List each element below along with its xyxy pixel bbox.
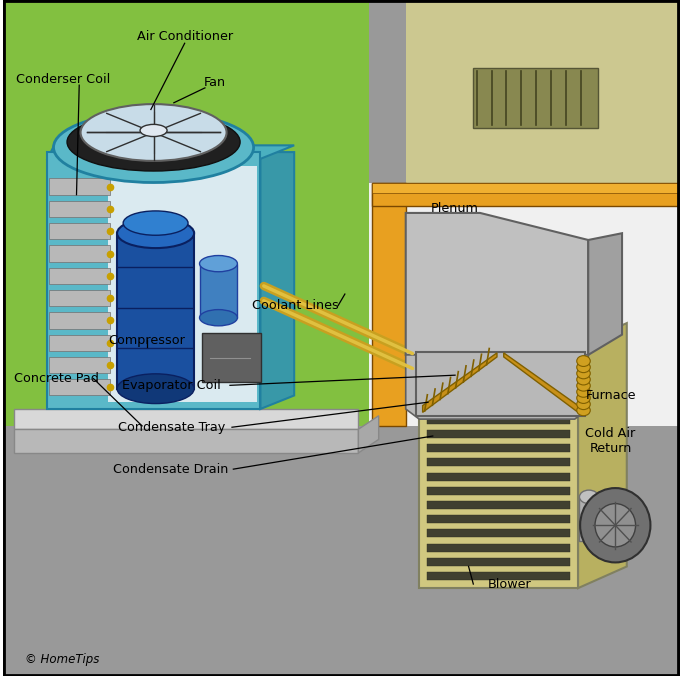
Text: Evaporator Coil: Evaporator Coil bbox=[122, 379, 221, 392]
Ellipse shape bbox=[53, 112, 253, 183]
Ellipse shape bbox=[576, 374, 590, 385]
Bar bbox=[428, 501, 570, 509]
Polygon shape bbox=[372, 183, 678, 193]
Text: Condensate Drain: Condensate Drain bbox=[113, 462, 229, 476]
Polygon shape bbox=[49, 201, 111, 217]
Polygon shape bbox=[49, 223, 111, 239]
Ellipse shape bbox=[117, 374, 194, 404]
Polygon shape bbox=[359, 416, 378, 453]
Text: Blower: Blower bbox=[487, 577, 531, 591]
Polygon shape bbox=[416, 352, 585, 416]
Bar bbox=[428, 430, 570, 438]
Polygon shape bbox=[372, 183, 406, 426]
Ellipse shape bbox=[123, 211, 188, 235]
Ellipse shape bbox=[595, 504, 636, 547]
Bar bbox=[428, 515, 570, 523]
Polygon shape bbox=[372, 183, 678, 206]
Polygon shape bbox=[47, 145, 294, 159]
Polygon shape bbox=[49, 268, 111, 284]
Polygon shape bbox=[260, 152, 294, 409]
Polygon shape bbox=[5, 1, 369, 426]
Polygon shape bbox=[49, 379, 111, 395]
Text: Plenum: Plenum bbox=[431, 201, 479, 215]
Bar bbox=[428, 373, 570, 381]
Ellipse shape bbox=[199, 310, 238, 326]
Polygon shape bbox=[588, 233, 622, 355]
Polygon shape bbox=[49, 178, 111, 195]
Ellipse shape bbox=[576, 393, 590, 404]
Ellipse shape bbox=[576, 381, 590, 391]
Ellipse shape bbox=[140, 124, 167, 137]
Bar bbox=[428, 529, 570, 537]
Ellipse shape bbox=[81, 104, 227, 161]
Polygon shape bbox=[49, 245, 111, 262]
Polygon shape bbox=[369, 183, 678, 426]
Bar bbox=[428, 572, 570, 580]
Ellipse shape bbox=[576, 368, 590, 379]
Polygon shape bbox=[423, 353, 497, 412]
Polygon shape bbox=[49, 335, 111, 351]
Polygon shape bbox=[406, 355, 588, 419]
Bar bbox=[428, 487, 570, 495]
Text: Conderser Coil: Conderser Coil bbox=[16, 73, 110, 87]
Bar bbox=[428, 359, 570, 367]
Bar bbox=[419, 345, 578, 588]
Polygon shape bbox=[199, 264, 238, 318]
Polygon shape bbox=[109, 166, 257, 402]
Ellipse shape bbox=[579, 490, 598, 504]
Bar bbox=[428, 558, 570, 566]
Polygon shape bbox=[578, 323, 627, 588]
Bar bbox=[428, 458, 570, 466]
Bar bbox=[428, 473, 570, 481]
Text: © HomeTips: © HomeTips bbox=[25, 653, 100, 667]
Polygon shape bbox=[49, 357, 111, 373]
Bar bbox=[428, 544, 570, 552]
Bar bbox=[201, 333, 261, 382]
Text: Furnace: Furnace bbox=[585, 389, 636, 402]
Bar bbox=[428, 416, 570, 424]
Ellipse shape bbox=[576, 387, 590, 397]
Ellipse shape bbox=[576, 405, 590, 416]
Polygon shape bbox=[117, 233, 194, 389]
Text: Cold Air
Return: Cold Air Return bbox=[585, 427, 636, 455]
Bar bbox=[428, 387, 570, 395]
Polygon shape bbox=[49, 312, 111, 329]
Ellipse shape bbox=[576, 356, 590, 366]
Bar bbox=[473, 68, 598, 128]
Ellipse shape bbox=[67, 113, 240, 171]
Polygon shape bbox=[14, 429, 359, 453]
Polygon shape bbox=[504, 353, 578, 412]
Text: Concrete Pad: Concrete Pad bbox=[14, 372, 98, 385]
Bar bbox=[428, 444, 570, 452]
Text: Air Conditioner: Air Conditioner bbox=[137, 30, 233, 43]
Text: Compressor: Compressor bbox=[109, 333, 185, 347]
Ellipse shape bbox=[199, 256, 238, 272]
Polygon shape bbox=[49, 290, 111, 306]
Text: Fan: Fan bbox=[204, 76, 225, 89]
Bar bbox=[579, 497, 598, 541]
Ellipse shape bbox=[117, 218, 194, 248]
Polygon shape bbox=[14, 409, 359, 429]
Polygon shape bbox=[406, 213, 588, 355]
Ellipse shape bbox=[576, 399, 590, 410]
Bar bbox=[428, 402, 570, 410]
Polygon shape bbox=[406, 1, 678, 183]
Text: Coolant Lines: Coolant Lines bbox=[252, 299, 339, 312]
Ellipse shape bbox=[576, 362, 590, 372]
Text: Condensate Tray: Condensate Tray bbox=[117, 420, 225, 434]
Ellipse shape bbox=[580, 488, 650, 562]
Polygon shape bbox=[47, 152, 260, 409]
